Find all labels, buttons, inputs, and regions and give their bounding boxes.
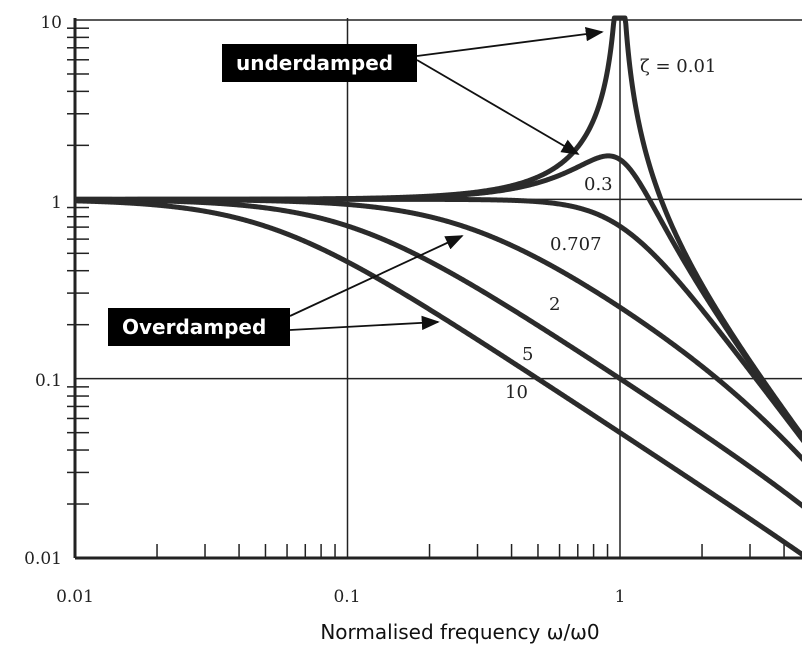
overdamped-box (108, 308, 290, 346)
curve-zeta-5 (73, 197, 802, 509)
underdamped-box (222, 44, 417, 82)
underdamped-arrow-peak (416, 26, 604, 57)
overdamped-arrow-2 (289, 235, 464, 317)
y-tick-0.1: 0.1 (35, 371, 62, 391)
curve-zeta-0.01 (73, 15, 802, 440)
grid-layer (75, 18, 802, 558)
overdamped-arrow-5 (289, 315, 440, 331)
curve-zeta-10 (73, 198, 802, 558)
x-tick-1: 1 (615, 587, 626, 607)
curve-label-zeta-0.3: 0.3 (584, 174, 613, 195)
curves-layer (73, 15, 802, 558)
underdamped-arrow-0.3 (416, 59, 580, 155)
curve-label-zeta-10: 10 (505, 382, 528, 403)
underdamped-label: underdamped (236, 51, 393, 75)
y-tick-0.01: 0.01 (24, 549, 62, 569)
axes (73, 18, 802, 560)
curve-label-zeta-0.01: ζ = 0.01 (640, 56, 716, 77)
x-axis-label: Normalised frequency ω/ω0 (320, 620, 599, 644)
overdamped-label: Overdamped (122, 315, 266, 339)
curve-label-zeta-5: 5 (522, 344, 533, 365)
x-tick-0.01: 0.01 (56, 587, 94, 607)
curve-label-zeta-0.707: 0.707 (550, 234, 602, 255)
y-tick-1: 1 (51, 193, 62, 213)
x-tick-0.1: 0.1 (333, 587, 360, 607)
curve-label-zeta-2: 2 (549, 294, 560, 315)
y-tick-10: 10 (40, 13, 62, 33)
